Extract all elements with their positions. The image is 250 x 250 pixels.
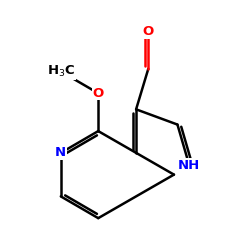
Text: O: O bbox=[92, 87, 104, 100]
Text: N: N bbox=[55, 146, 66, 159]
Text: O: O bbox=[143, 25, 154, 38]
Text: H$_3$C: H$_3$C bbox=[47, 64, 75, 79]
Text: NH: NH bbox=[178, 158, 200, 172]
